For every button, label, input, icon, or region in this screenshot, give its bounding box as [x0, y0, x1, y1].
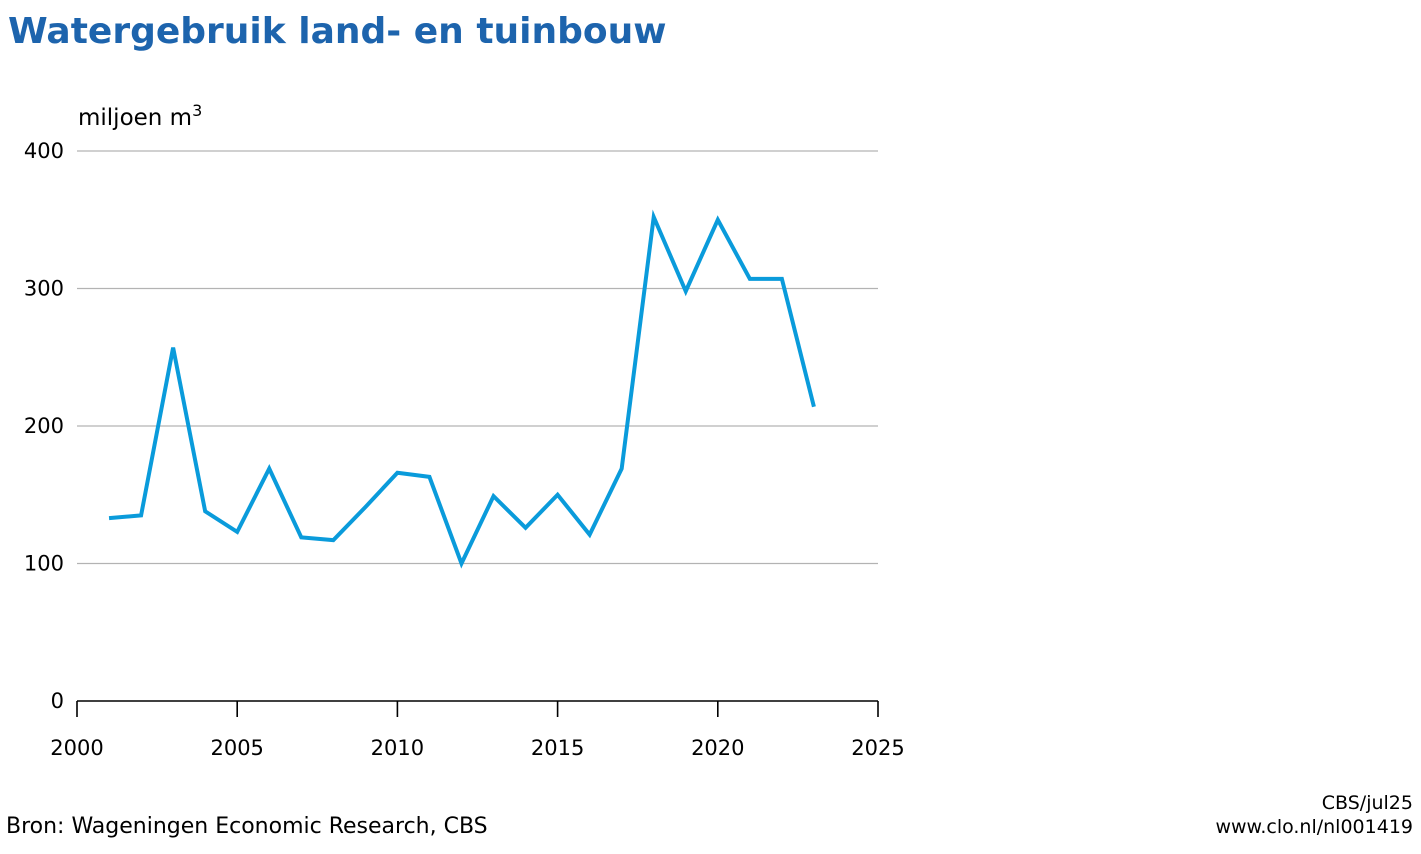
credit-date: CBS/jul25 — [1321, 792, 1413, 814]
series-line-0 — [108, 209, 816, 569]
chart-title: Watergebruik land- en tuinbouw — [8, 11, 667, 52]
credit-url: www.clo.nl/nl001419 — [1215, 815, 1413, 838]
x-tick-label-2015: 2015 — [531, 736, 584, 760]
x-tick-label-2025: 2025 — [851, 736, 904, 760]
gridlines — [77, 150, 878, 565]
x-tick-label-2010: 2010 — [371, 736, 424, 760]
y-tick-label-300: 300 — [24, 277, 64, 301]
y-axis-unit-text: miljoen m — [78, 105, 192, 131]
y-tick-label-100: 100 — [24, 552, 64, 576]
y-axis-unit-label: miljoen m3 — [78, 101, 202, 131]
x-tick-labels: 2000 2005 2010 2015 2020 2025 — [50, 736, 904, 760]
source-note: Bron: Wageningen Economic Research, CBS — [6, 814, 488, 839]
y-tick-label-200: 200 — [24, 414, 64, 438]
data-series — [108, 209, 816, 569]
y-tick-label-0: 0 — [51, 689, 64, 713]
x-tick-label-2000: 2000 — [50, 736, 103, 760]
credit-block: CBS/jul25 www.clo.nl/nl001419 — [1215, 792, 1413, 840]
y-tick-labels: 0 100 200 300 400 — [24, 139, 64, 713]
x-axis — [76, 700, 879, 717]
y-axis-unit-superscript: 3 — [192, 101, 202, 120]
x-tick-label-2020: 2020 — [691, 736, 744, 760]
x-tick-label-2005: 2005 — [210, 736, 263, 760]
y-tick-label-400: 400 — [24, 139, 64, 163]
